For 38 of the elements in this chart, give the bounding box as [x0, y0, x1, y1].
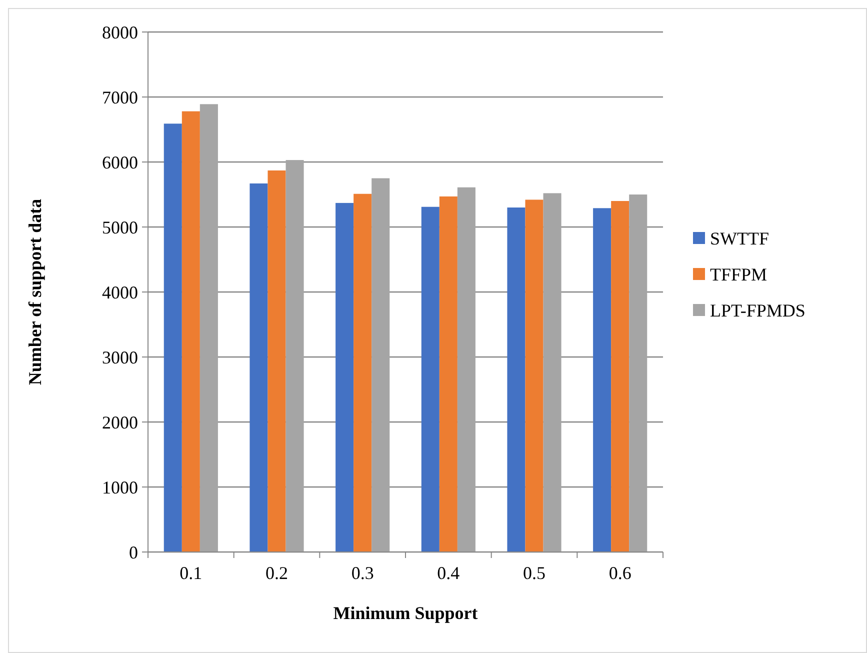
bar [629, 194, 648, 552]
x-tick-label: 0.6 [608, 563, 632, 583]
bar [507, 208, 526, 552]
bar [457, 187, 476, 552]
bar [421, 206, 440, 552]
legend-label: TFFPM [710, 264, 768, 284]
bar [336, 202, 354, 552]
bar [439, 196, 458, 552]
y-tick-label: 5000 [102, 217, 138, 238]
bar [525, 200, 544, 552]
bar [593, 208, 612, 552]
y-tick-label: 2000 [102, 412, 138, 432]
bar [354, 194, 372, 552]
bar [250, 183, 268, 552]
bar [182, 111, 200, 552]
x-tick-label: 0.5 [523, 563, 546, 583]
y-tick-label: 6000 [102, 152, 138, 172]
y-tick-label: 3000 [102, 347, 138, 368]
y-tick-label: 7000 [102, 87, 138, 108]
bar [372, 178, 390, 552]
x-tick-label: 0.2 [266, 563, 288, 583]
y-axis-title: Number of support data [25, 198, 45, 386]
y-tick-label: 1000 [102, 477, 138, 498]
y-tick-label: 4000 [102, 282, 138, 302]
y-tick-label: 0 [129, 542, 138, 562]
x-tick-label: 0.4 [437, 563, 460, 583]
legend-label: LPT-FPMDS [710, 300, 806, 320]
x-tick-label: 0.3 [351, 563, 374, 583]
x-tick-label: 0.1 [180, 563, 202, 583]
bar [268, 170, 286, 552]
bar [200, 104, 218, 552]
x-axis-title: Minimum Support [333, 603, 478, 623]
y-tick-label: 8000 [102, 22, 138, 42]
legend-label: SWTTF [710, 228, 770, 248]
bar [611, 201, 630, 552]
bar [164, 124, 182, 552]
bar [286, 160, 304, 552]
bar [543, 193, 562, 552]
